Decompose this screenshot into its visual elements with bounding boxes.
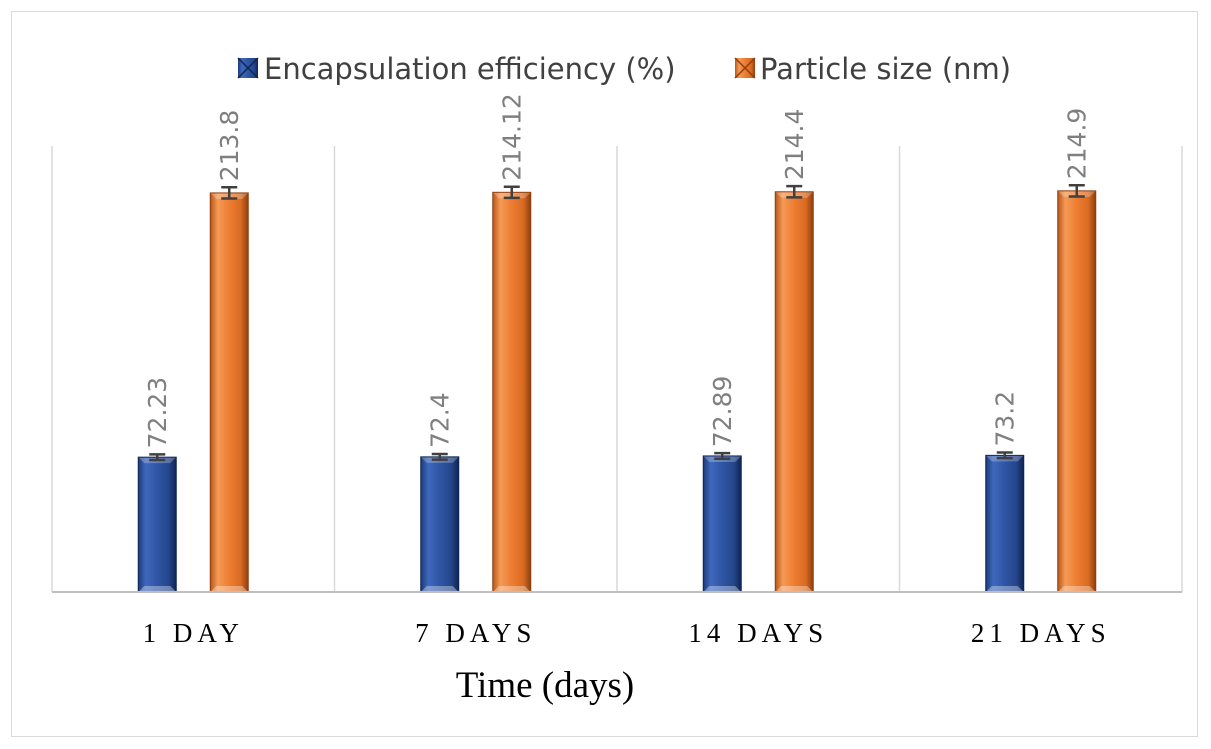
bar-bevel-bottom-particle-size-2 xyxy=(775,586,814,592)
bar-group-particle-size-2: 214.4 xyxy=(774,109,814,593)
bar-group-encapsulation-1: 72.4 xyxy=(420,392,460,593)
bar-group-encapsulation-0: 72.23 xyxy=(137,377,177,593)
data-label-encapsulation-0: 72.23 xyxy=(143,377,172,449)
x-tick-label-2: 14 DAYS xyxy=(688,618,828,648)
bar-encapsulation-3 xyxy=(985,455,1024,592)
x-axis-title: Time (days) xyxy=(456,665,635,706)
data-label-particle-size-3: 214.9 xyxy=(1063,108,1092,180)
bar-bevel-bottom-encapsulation-2 xyxy=(703,586,742,592)
x-tick-labels: 1 DAY 7 DAYS 14 DAYS 21 DAYS xyxy=(143,618,1111,648)
bar-group-particle-size-0: 213.8 xyxy=(209,110,249,593)
bar-particle-size-0 xyxy=(210,192,249,592)
bar-bevel-bottom-encapsulation-0 xyxy=(138,586,177,592)
bar-group-encapsulation-2: 72.89 xyxy=(702,376,742,593)
legend-item-particle-size: Particle size (nm) xyxy=(734,52,1011,86)
bar-encapsulation-1 xyxy=(420,456,459,592)
legend-item-encapsulation: Encapsulation efficiency (%) xyxy=(237,52,676,86)
data-label-encapsulation-1: 72.4 xyxy=(426,392,455,448)
bar-group-particle-size-1: 214.12 xyxy=(492,93,532,593)
data-label-particle-size-2: 214.4 xyxy=(780,109,809,181)
data-label-encapsulation-3: 73.2 xyxy=(991,391,1020,447)
data-label-particle-size-1: 214.12 xyxy=(498,93,527,180)
legend: Encapsulation efficiency (%) Particle si… xyxy=(237,52,1011,86)
bar-group-encapsulation-3: 73.2 xyxy=(985,391,1025,593)
x-tick-label-3: 21 DAYS xyxy=(971,618,1111,648)
bar-encapsulation-0 xyxy=(138,457,177,592)
bar-bevel-bottom-particle-size-3 xyxy=(1057,586,1096,592)
legend-label-particle-size: Particle size (nm) xyxy=(760,52,1011,86)
bar-particle-size-3 xyxy=(1057,190,1096,592)
bar-group-particle-size-3: 214.9 xyxy=(1057,108,1097,593)
legend-swatch-bevel-particle-size xyxy=(734,57,756,79)
bar-bevel-bottom-encapsulation-1 xyxy=(420,586,459,592)
bar-bevel-bottom-particle-size-0 xyxy=(210,586,249,592)
bar-particle-size-1 xyxy=(492,192,531,592)
x-tick-label-1: 7 DAYS xyxy=(415,618,536,648)
x-tick-label-0: 1 DAY xyxy=(143,618,244,648)
chart-frame xyxy=(11,11,1198,737)
bars: 72.23 72.4 72.89 73.2 213.8 214.12 214.4 214.9 xyxy=(137,93,1097,593)
data-label-particle-size-0: 213.8 xyxy=(215,110,244,182)
bar-bevel-bottom-particle-size-1 xyxy=(492,586,531,592)
bar-particle-size-2 xyxy=(775,191,814,592)
bar-encapsulation-2 xyxy=(703,455,742,592)
data-label-encapsulation-2: 72.89 xyxy=(708,376,737,448)
bar-bevel-bottom-encapsulation-3 xyxy=(985,586,1024,592)
legend-label-encapsulation: Encapsulation efficiency (%) xyxy=(264,52,676,86)
legend-swatch-bevel-encapsulation xyxy=(237,57,259,79)
category-gridlines xyxy=(51,146,1183,592)
